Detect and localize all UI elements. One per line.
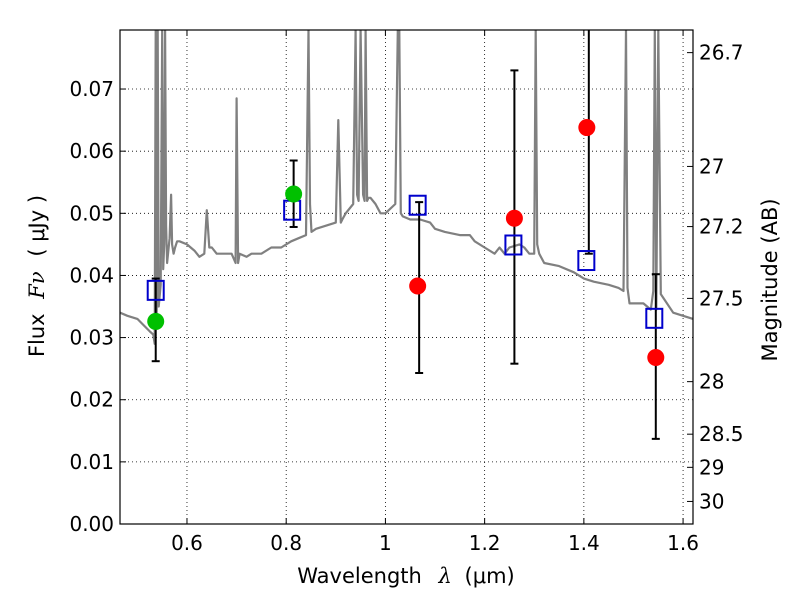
- green-point: [285, 185, 303, 203]
- x-tick-label: 0.8: [270, 531, 302, 555]
- right-tick-label: 28: [699, 370, 724, 394]
- right-tick-label: 30: [699, 489, 724, 513]
- y-tick-label: 0.00: [69, 512, 114, 536]
- right-tick-label: 28.5: [699, 422, 744, 446]
- model-spectrum-line: [120, 30, 693, 345]
- red-point: [647, 348, 665, 366]
- x-axis-label-text: Wavelength: [297, 564, 422, 588]
- x-tick-label: 0.6: [171, 531, 203, 555]
- right-tick-label: 27.5: [699, 286, 744, 310]
- right-tick-label: 29: [699, 455, 724, 479]
- plot-background: [120, 30, 693, 524]
- y-tick-label: 0.02: [69, 388, 114, 412]
- y-tick-label: 0.07: [69, 77, 114, 101]
- square-marker: [146, 279, 165, 301]
- x-tick-label: 1.4: [568, 531, 600, 555]
- square-marker: [504, 234, 523, 256]
- x-tick-label: 1.6: [667, 531, 699, 555]
- y-tick-label: 0.03: [69, 326, 114, 350]
- square-marker: [577, 250, 596, 272]
- right-axis-label: Magnitude (AB): [758, 198, 782, 361]
- x-axis-label: Wavelength λ (μm): [297, 564, 514, 588]
- right-tick-label: 26.7: [699, 41, 744, 65]
- y-tick-label: 0.04: [69, 263, 114, 287]
- square-marker: [408, 194, 427, 216]
- red-point: [578, 119, 596, 137]
- y-tick-label: 0.06: [69, 139, 114, 163]
- marker-layer: [146, 119, 665, 366]
- right-tick-label: 27.2: [699, 215, 744, 239]
- y-axis-label-symbol: Fν: [25, 271, 49, 300]
- plot-layer: [120, 30, 693, 345]
- green-point: [147, 312, 165, 330]
- plot-frame: [119, 29, 694, 525]
- square-marker: [645, 307, 664, 329]
- y-axis-label-unit: ( μJy ): [25, 195, 49, 257]
- x-axis-label-symbol: λ: [438, 564, 452, 588]
- y-axis-label-text: Flux: [25, 313, 49, 357]
- red-point: [409, 277, 427, 295]
- x-tick-label: 1.2: [469, 531, 501, 555]
- x-axis-label-unit: (μm): [465, 564, 515, 588]
- y-tick-label: 0.05: [69, 201, 114, 225]
- x-tick-label: 1: [379, 531, 392, 555]
- y-axis-label: Flux Fν ( μJy ): [25, 195, 49, 357]
- y-tick-label: 0.01: [69, 450, 114, 474]
- right-tick-label: 27: [699, 154, 724, 178]
- red-point: [505, 209, 523, 227]
- tick-layer: 0.6 0.8 1 1.2 1.4 1.6 0.00 0.01 0.02 0.03 0.04 0.05…: [69, 30, 744, 555]
